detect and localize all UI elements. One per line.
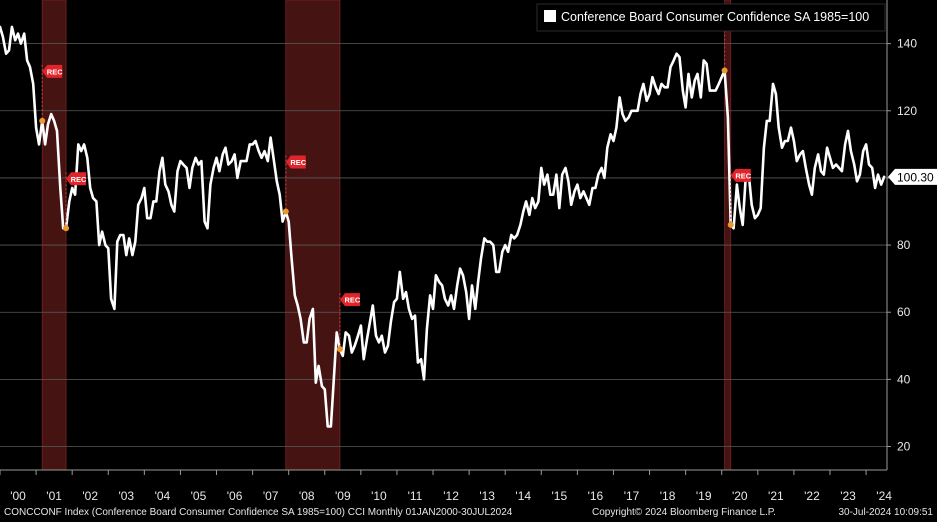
x-tick-label-23: '23 (840, 489, 856, 503)
x-tick-label-22: '22 (804, 489, 820, 503)
last-value-tag (888, 168, 937, 185)
y-tick-label-20: 20 (897, 440, 911, 454)
x-tick-label-21: '21 (768, 489, 784, 503)
last-value-label: 100.30 (897, 170, 934, 184)
rec-tag-1 (42, 64, 63, 78)
rec-point-1 (39, 117, 46, 124)
rec-point-3 (282, 208, 289, 215)
x-tick-label-14: '14 (515, 489, 531, 503)
x-tick-label-1: '01 (46, 489, 62, 503)
rec-point-6 (727, 221, 734, 228)
x-tick-label-2: '02 (82, 489, 98, 503)
legend-label: Conference Board Consumer Confidence SA … (561, 10, 869, 24)
y-axis-ticks: 20406080100120140 (887, 37, 917, 454)
x-tick-label-6: '06 (227, 489, 243, 503)
x-tick-label-5: '05 (191, 489, 207, 503)
rec-point-2 (63, 225, 70, 232)
last-value-badge: 100.30 (888, 168, 937, 185)
plot-background (0, 0, 887, 470)
x-tick-label-15: '15 (552, 489, 568, 503)
footer-timestamp: 30-Jul-2024 10:09:51 (838, 507, 933, 518)
recession-band-1 (42, 0, 67, 470)
y-tick-label-40: 40 (897, 372, 911, 386)
rec-tag-label-3: REC (290, 158, 306, 167)
recession-band-3 (724, 0, 731, 470)
x-tick-label-18: '18 (660, 489, 676, 503)
rec-tag-label-4: REC (345, 296, 361, 305)
rec-tag-6 (730, 168, 751, 182)
recession-band-2 (285, 0, 340, 470)
legend-swatch (544, 10, 556, 22)
y-tick-label-120: 120 (897, 104, 917, 118)
x-tick-label-24: '24 (876, 489, 892, 503)
x-axis-ticks: '00 '01 '02 '03 '04 '05 '06 '07 '08 '09 '10 '11 '12 '… (0, 470, 892, 503)
series-layer (0, 25, 886, 428)
y-tick-label-140: 140 (897, 37, 917, 51)
x-tick-label-16: '16 (588, 489, 604, 503)
x-tick-label-4: '04 (155, 489, 171, 503)
rec-tag-label-1: REC (47, 67, 63, 76)
legend-box (536, 3, 886, 32)
x-tick-label-9: '09 (335, 489, 351, 503)
x-tick-label-10: '10 (371, 489, 387, 503)
x-tick-label-13: '13 (479, 489, 495, 503)
footer-source: CONCCONF Index (Conference Board Consume… (4, 507, 513, 518)
line-chart: RECRECRECRECRECREC 20406080100120140 '00… (0, 0, 937, 503)
rec-tag-2 (66, 172, 87, 186)
rec-point-4 (336, 346, 343, 353)
x-tick-label-11: '11 (408, 489, 423, 503)
y-tick-label-60: 60 (897, 305, 911, 319)
x-tick-label-8: '08 (299, 489, 315, 503)
series-line-1 (0, 25, 886, 428)
x-tick-label-12: '12 (443, 489, 459, 503)
x-tick-label-0: '00 (10, 489, 26, 503)
rec-tag-label-6: REC (735, 171, 751, 180)
rec-tag-4 (339, 293, 360, 307)
x-tick-label-20: '20 (732, 489, 748, 503)
recession-bands (41, 0, 732, 471)
x-tick-label-19: '19 (696, 489, 712, 503)
footer-copyright: Copyright© 2024 Bloomberg Finance L.P. (592, 507, 776, 518)
x-tick-label-3: '03 (118, 489, 134, 503)
rec-tag-label-2: REC (71, 175, 87, 184)
legend: Conference Board Consumer Confidence SA … (536, 3, 886, 32)
rec-tag-3 (285, 155, 306, 169)
x-tick-label-17: '17 (624, 489, 640, 503)
x-tick-label-7: '07 (263, 489, 279, 503)
rec-point-5 (721, 67, 728, 74)
y-tick-label-80: 80 (897, 238, 911, 252)
footer: CONCCONF Index (Conference Board Consume… (0, 504, 937, 522)
